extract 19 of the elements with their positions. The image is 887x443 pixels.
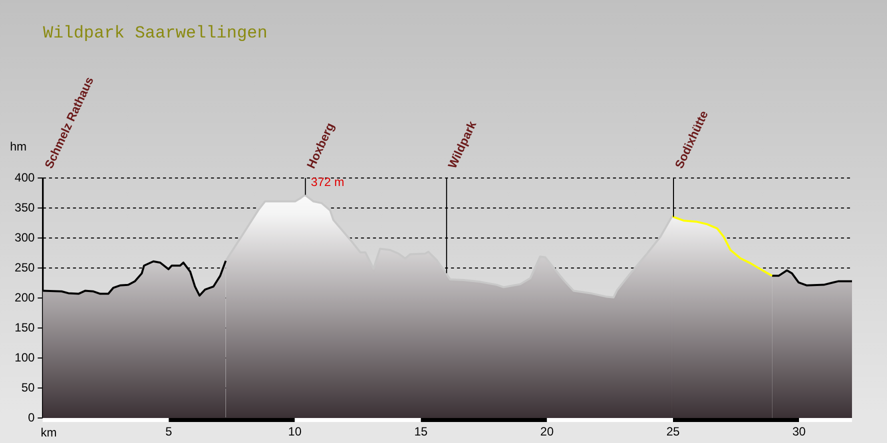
y-tick-label: 0 [28,410,36,424]
y-tick-label: 250 [14,260,36,274]
y-tick-label: 350 [14,200,36,214]
x-tick-label: 5 [165,424,172,439]
x-tick-label: 30 [792,424,806,439]
x-tick-label: 20 [540,424,554,439]
x-tick-label: 25 [666,424,680,439]
x-tick-label: 15 [414,424,428,439]
y-tick-label: 50 [21,380,36,394]
y-axis-title: hm [10,139,27,154]
chart-title: Wildpark Saarwellingen [43,24,268,44]
x-tick-label: 10 [288,424,302,439]
annotation: 372 m [310,175,344,190]
y-tick-label: 300 [14,230,36,244]
y-tick-label: 100 [14,350,36,364]
y-tick-label: 150 [14,320,36,334]
x-axis-title: km [40,425,57,440]
y-tick-label: 200 [14,290,36,304]
y-tick-label: 400 [14,170,36,184]
